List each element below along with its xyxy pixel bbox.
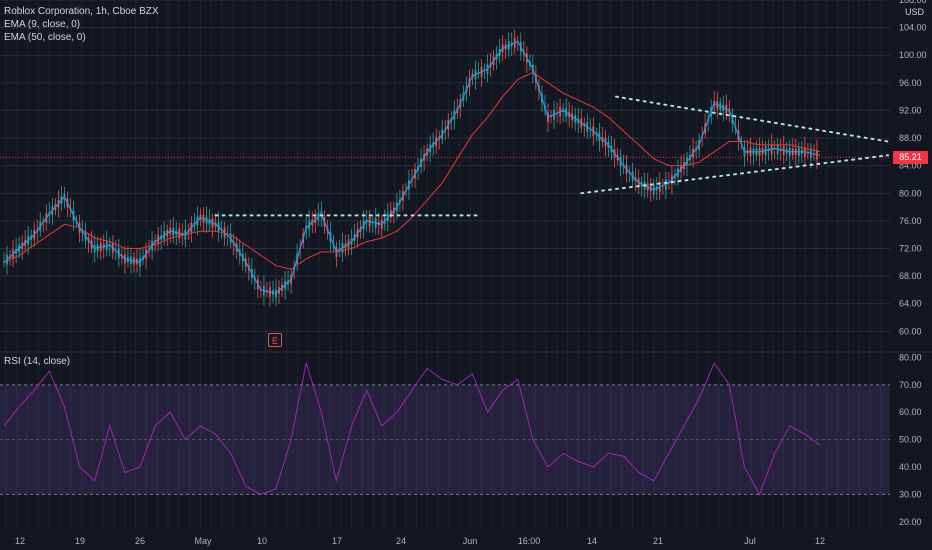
time-axis[interactable]: 12 19 26 May 10 17 24 Jun 16:00 14 21 Jul 12 — [15, 536, 825, 546]
rsi-line — [3, 361, 821, 496]
price-tick-label: 80.00 — [899, 188, 922, 198]
time-tick-label: 26 — [135, 536, 145, 546]
price-tick-label: 88.00 — [899, 133, 922, 143]
candlestick-series — [3, 29, 818, 307]
horizontal-grid — [0, 0, 890, 332]
ema-9-line — [3, 40, 821, 294]
time-tick-label: 14 — [587, 536, 597, 546]
trendline-drawings[interactable] — [214, 95, 889, 217]
price-axis[interactable]: 60.00 64.00 68.00 72.00 76.00 80.00 84.00 88.00… — [899, 0, 927, 336]
rsi-axis[interactable]: 20.00 30.00 40.00 50.00 60.00 70.00 80.00 — [899, 352, 922, 526]
rsi-tick-label: 70.00 — [899, 380, 922, 390]
time-tick-label: 17 — [332, 536, 342, 546]
time-tick-label: 16:00 — [518, 536, 541, 546]
rsi-tick-label: 80.00 — [899, 352, 922, 362]
trendline-triangle-upper[interactable] — [615, 95, 889, 143]
rsi-tick-label: 60.00 — [899, 407, 922, 417]
price-tick-label: 108.00 — [899, 0, 927, 5]
rsi-tick-label: 30.00 — [899, 489, 922, 499]
price-tick-label: 68.00 — [899, 271, 922, 281]
time-tick-label: 12 — [15, 536, 25, 546]
trendline-triangle-lower[interactable] — [580, 154, 889, 195]
time-tick-label: Jul — [744, 536, 756, 546]
earnings-marker[interactable]: E — [268, 333, 282, 347]
price-tick-label: 92.00 — [899, 105, 922, 115]
currency-label: USD — [905, 7, 925, 17]
time-tick-label: 24 — [396, 536, 406, 546]
time-tick-label: Jun — [463, 536, 478, 546]
price-tick-label: 76.00 — [899, 216, 922, 226]
time-tick-label: 21 — [653, 536, 663, 546]
price-tick-label: 84.00 — [899, 161, 922, 171]
time-tick-label: 19 — [75, 536, 85, 546]
rsi-tick-label: 40.00 — [899, 462, 922, 472]
time-tick-label: 12 — [815, 536, 825, 546]
rsi-legend[interactable]: RSI (14, close) — [4, 356, 71, 367]
price-tick-label: 60.00 — [899, 326, 922, 336]
rsi-tick-label: 50.00 — [899, 435, 922, 445]
price-tick-label: 96.00 — [899, 78, 922, 88]
price-tick-label: 64.00 — [899, 299, 922, 309]
vertical-grid — [5, 0, 882, 530]
rsi-tick-label: 20.00 — [899, 517, 922, 527]
price-tick-label: 104.00 — [899, 23, 927, 33]
price-tick-label: 72.00 — [899, 243, 922, 253]
candle-body — [3, 262, 5, 264]
time-tick-label: May — [194, 536, 212, 546]
ema-fast-legend[interactable]: EMA (9, close, 0) — [4, 19, 81, 30]
price-tick-label: 100.00 — [899, 50, 927, 60]
symbol-title[interactable]: Roblox Corporation, 1h, Cboe BZX — [4, 6, 159, 17]
ema-slow-legend[interactable]: EMA (50, close, 0) — [4, 32, 86, 43]
last-price-tag: 85.21 — [893, 151, 928, 164]
time-tick-label: 10 — [257, 536, 267, 546]
